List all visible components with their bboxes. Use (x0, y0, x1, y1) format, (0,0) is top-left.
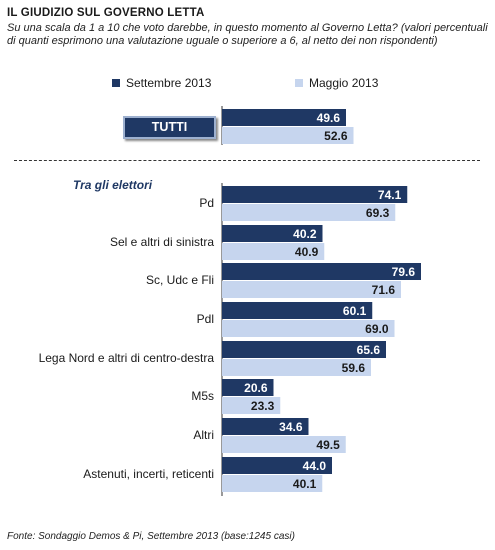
bar-settembre (222, 263, 421, 280)
bar-settembre (222, 109, 346, 126)
source-note: Fonte: Sondaggio Demos & Pi, Settembre 2… (7, 531, 295, 542)
divider (14, 160, 480, 161)
bar-settembre (222, 379, 274, 396)
data-label-maggio: 71.6 (372, 283, 396, 297)
category-label: Pdl (197, 312, 214, 326)
category-label: Pd (199, 196, 214, 210)
legend: Settembre 2013 Maggio 2013 (0, 76, 495, 92)
category-label-tutti: TUTTI (123, 116, 216, 139)
bar-maggio (222, 397, 281, 414)
data-label-maggio: 52.6 (324, 129, 348, 143)
group-header: Tra gli elettori (73, 178, 153, 192)
data-label-settembre: 79.6 (392, 265, 416, 279)
bar-maggio (222, 281, 401, 298)
category-label: M5s (191, 389, 214, 403)
data-label-maggio: 40.9 (295, 245, 319, 259)
data-label-settembre: 49.6 (317, 111, 341, 125)
category-label: Altri (193, 428, 214, 442)
bar-maggio (222, 475, 323, 492)
legend-item-settembre: Settembre 2013 (112, 76, 211, 90)
bar-maggio (222, 359, 371, 376)
data-label-settembre: 20.6 (244, 381, 268, 395)
data-label-settembre: 40.2 (293, 227, 317, 241)
bar-maggio (222, 436, 346, 453)
bar-maggio (222, 320, 395, 337)
bar-settembre (222, 302, 373, 319)
data-label-settembre: 44.0 (303, 459, 327, 473)
data-label-maggio: 40.1 (293, 477, 317, 491)
data-label-settembre: 60.1 (343, 304, 367, 318)
legend-swatch-settembre (112, 79, 120, 87)
bar-settembre (222, 186, 408, 203)
bar-settembre (222, 457, 332, 474)
bar-settembre (222, 341, 386, 358)
bar-maggio (222, 127, 354, 144)
bar-settembre (222, 418, 309, 435)
bar-maggio (222, 243, 325, 260)
category-label: Sc, Udc e Fli (146, 273, 214, 287)
data-label-settembre: 74.1 (378, 188, 402, 202)
bar-chart: 49.6 52.6 Pd 74.1 69.3 Sel e altri di sinistr… (39, 106, 421, 496)
category-label: Sel e altri di sinistra (110, 235, 214, 249)
data-label-maggio: 23.3 (251, 399, 275, 413)
chart-title: IL GIUDIZIO SUL GOVERNO LETTA (7, 7, 205, 19)
data-label-maggio: 69.3 (366, 206, 390, 220)
bar-maggio (222, 204, 396, 221)
category-label: Lega Nord e altri di centro-destra (39, 351, 215, 365)
data-label-maggio: 69.0 (365, 322, 389, 336)
data-label-settembre: 65.6 (357, 343, 381, 357)
chart-subtitle: Su una scala da 1 a 10 che voto darebbe,… (7, 22, 488, 47)
legend-swatch-maggio (295, 79, 303, 87)
legend-label-settembre: Settembre 2013 (126, 76, 212, 90)
data-label-maggio: 59.6 (342, 361, 366, 375)
legend-item-maggio: Maggio 2013 (295, 76, 378, 90)
data-label-maggio: 49.5 (316, 438, 340, 452)
bar-settembre (222, 225, 323, 242)
data-label-settembre: 34.6 (279, 420, 303, 434)
legend-label-maggio: Maggio 2013 (309, 76, 379, 90)
category-label: Astenuti, incerti, reticenti (83, 467, 214, 481)
